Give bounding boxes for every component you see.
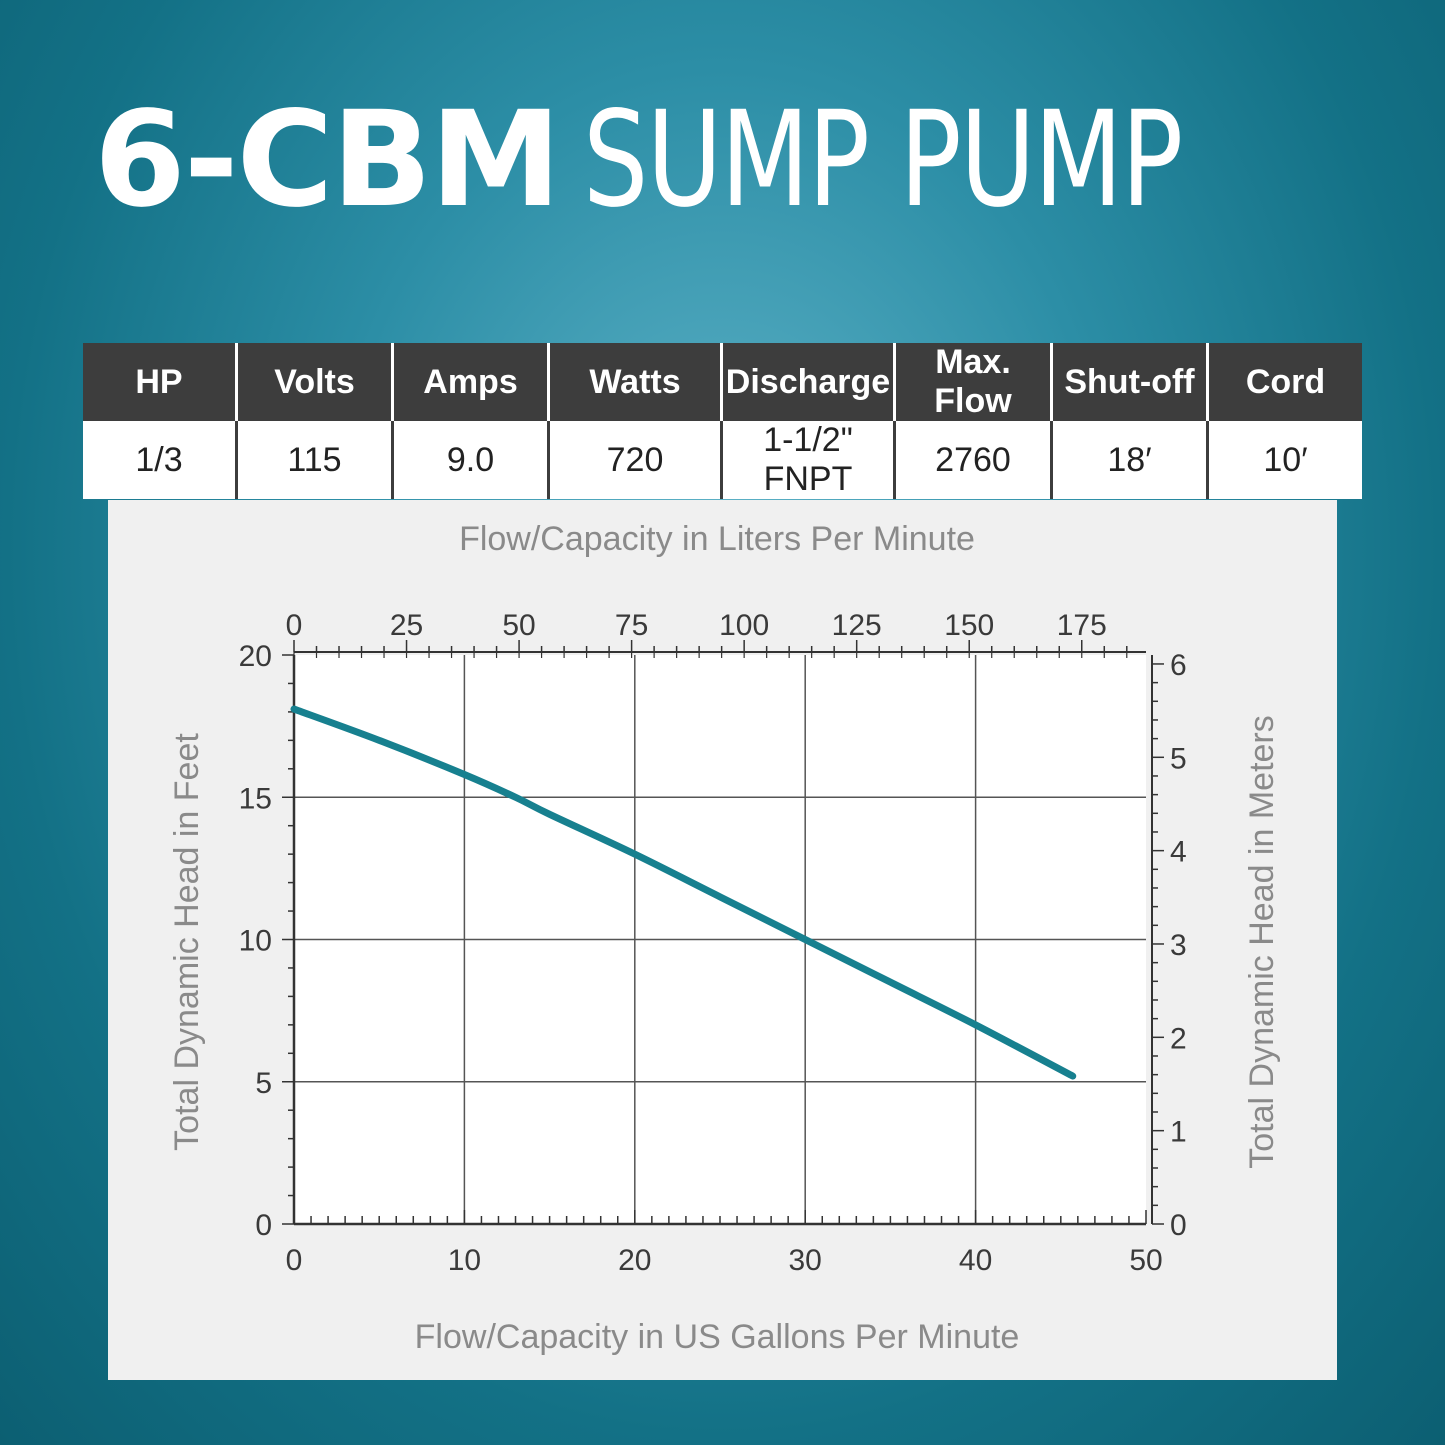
spec-header-shutoff: Shut-off: [1051, 343, 1209, 421]
x2-tick-label: 25: [390, 609, 423, 642]
spec-header-row: HP Volts Amps Watts Discharge Max. Flow …: [83, 343, 1362, 421]
y-tick-label: 15: [239, 782, 272, 815]
chart-panel: Flow/Capacity in Liters Per Minute Flow/…: [108, 500, 1337, 1380]
x2-tick-label: 75: [615, 609, 648, 642]
pump-curve-chart: Flow/Capacity in Liters Per Minute Flow/…: [168, 520, 1281, 1356]
x-tick-label: 40: [959, 1244, 992, 1277]
y2-tick-label: 4: [1170, 836, 1187, 869]
x-tick-label: 10: [448, 1244, 481, 1277]
title-model: 6-CBM: [93, 83, 561, 237]
x-axis-title: Flow/Capacity in US Gallons Per Minute: [415, 1318, 1020, 1356]
spec-header-hp: HP: [83, 343, 238, 421]
x2-tick-label: 0: [286, 609, 303, 642]
x2-axis-title: Flow/Capacity in Liters Per Minute: [459, 520, 975, 558]
spec-value-amps: 9.0: [392, 421, 550, 499]
spec-value-discharge: 1-1/2" FNPT: [721, 421, 896, 499]
spec-value-hp: 1/3: [83, 421, 238, 499]
page-title: 6-CBM SUMP PUMP: [0, 80, 1445, 240]
x2-tick-label: 125: [832, 609, 882, 642]
spec-header-max-flow: Max. Flow: [894, 343, 1053, 421]
y2-tick-label: 2: [1170, 1022, 1187, 1055]
spec-header-discharge: Discharge: [721, 343, 896, 421]
spec-value-max-flow: 2760: [894, 421, 1053, 499]
spec-header-cord: Cord: [1207, 343, 1362, 421]
spec-header-amps: Amps: [392, 343, 550, 421]
spec-value-volts: 115: [236, 421, 394, 499]
x2-tick-label: 150: [944, 609, 994, 642]
y-tick-label: 20: [239, 640, 272, 673]
pump-curve-line: [290, 705, 1077, 1080]
x-tick-label: 30: [789, 1244, 822, 1277]
x-tick-label: 0: [286, 1244, 303, 1277]
spec-header-watts: Watts: [548, 343, 723, 421]
y-tick-label: 10: [239, 925, 272, 958]
y2-tick-label: 0: [1170, 1209, 1187, 1242]
spec-table: HP Volts Amps Watts Discharge Max. Flow …: [83, 343, 1362, 499]
x2-tick-label: 50: [502, 609, 535, 642]
y2-tick-label: 3: [1170, 929, 1187, 962]
spec-value-row: 1/3 115 9.0 720 1-1/2" FNPT 2760 18′ 10′: [83, 421, 1362, 499]
y-tick-label: 0: [255, 1209, 272, 1242]
y-tick-label: 5: [255, 1067, 272, 1100]
y2-tick-label: 1: [1170, 1116, 1187, 1149]
spec-value-shutoff: 18′: [1051, 421, 1209, 499]
spec-value-cord: 10′: [1207, 421, 1362, 499]
y2-axis-title: Total Dynamic Head in Meters: [1243, 715, 1281, 1169]
spec-value-watts: 720: [548, 421, 723, 499]
y2-tick-label: 6: [1170, 649, 1187, 682]
spec-header-volts: Volts: [236, 343, 394, 421]
x2-tick-label: 175: [1057, 609, 1107, 642]
x-tick-label: 20: [618, 1244, 651, 1277]
title-product: SUMP PUMP: [583, 83, 1183, 237]
y-axis-title: Total Dynamic Head in Feet: [168, 733, 206, 1151]
x2-tick-label: 100: [719, 609, 769, 642]
x-tick-label: 50: [1129, 1244, 1162, 1277]
y2-tick-label: 5: [1170, 742, 1187, 775]
